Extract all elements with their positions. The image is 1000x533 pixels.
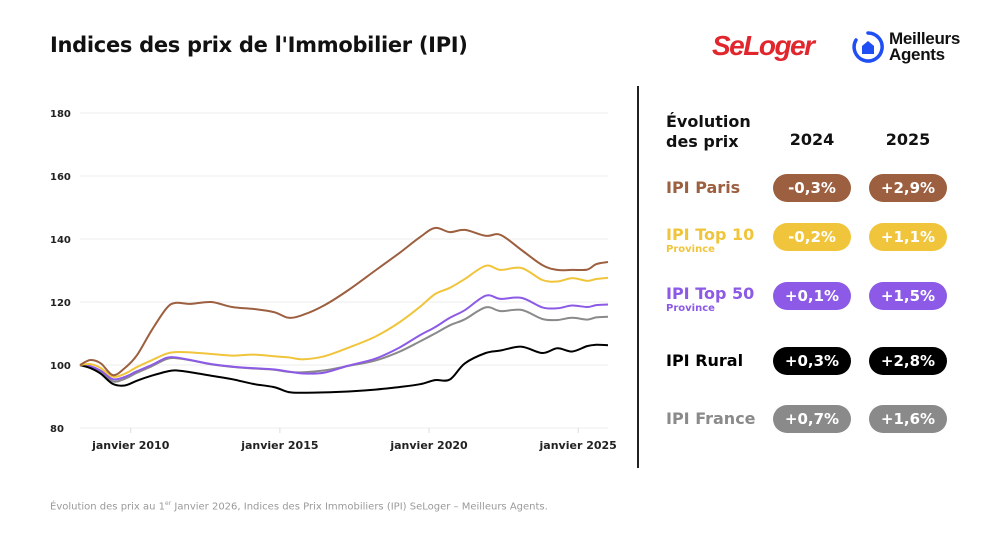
change-badge-2025: +1,1% bbox=[869, 223, 947, 251]
row-label: IPI France bbox=[666, 410, 756, 428]
logo-line-2: Agents bbox=[889, 45, 945, 64]
row-label-text: IPI Top 10 bbox=[666, 225, 755, 244]
y-tick-label: 180 bbox=[50, 109, 71, 120]
row-label: IPI Top 50 Province bbox=[666, 284, 755, 315]
change-badge-2024: +0,7% bbox=[773, 405, 851, 433]
series-line-ipi-rural bbox=[79, 343, 609, 394]
meilleurs-agents-logo: Meilleurs Agents bbox=[851, 30, 960, 64]
x-tick-label: janvier 2015 bbox=[240, 439, 318, 452]
row-label: IPI Paris bbox=[666, 179, 740, 197]
y-tick-label: 140 bbox=[50, 235, 71, 246]
year-header-2025: 2025 bbox=[885, 130, 931, 149]
footnote: Évolution des prix au 1er Janvier 2026, … bbox=[50, 500, 548, 513]
logo-line-1: Meilleurs bbox=[889, 29, 960, 48]
seloger-logo: SeLoger bbox=[712, 30, 815, 61]
change-badge-2025: +2,9% bbox=[869, 174, 947, 202]
change-badge-2025: +1,6% bbox=[869, 405, 947, 433]
y-tick-label: 160 bbox=[50, 172, 71, 183]
row-label-text: IPI Top 50 bbox=[666, 284, 755, 303]
grid bbox=[80, 112, 608, 429]
change-badge-2024: +0,3% bbox=[773, 347, 851, 375]
change-badge-2025: +2,8% bbox=[869, 347, 947, 375]
y-axis: 80 100 120 140 160 180 bbox=[50, 109, 71, 435]
row-sublabel: Province bbox=[666, 244, 715, 255]
panel-heading: Évolution des prix bbox=[666, 112, 751, 152]
panel-divider bbox=[637, 86, 639, 468]
series-line-ipi-top-50-province bbox=[79, 294, 609, 381]
year-header-2024: 2024 bbox=[789, 130, 835, 149]
panel-heading-line-2: des prix bbox=[666, 132, 739, 151]
row-label-text: IPI France bbox=[666, 409, 756, 428]
row-label: IPI Rural bbox=[666, 352, 743, 370]
row-label-text: IPI Paris bbox=[666, 178, 741, 197]
row-sublabel: Province bbox=[666, 303, 715, 314]
row-label-text: IPI Rural bbox=[666, 351, 744, 370]
change-badge-2024: -0,3% bbox=[773, 174, 851, 202]
house-circle-icon bbox=[852, 31, 884, 63]
series-line-ipi-top-10-province bbox=[79, 264, 609, 378]
change-badge-2025: +1,5% bbox=[869, 282, 947, 310]
change-badge-2024: -0,2% bbox=[773, 223, 851, 251]
y-tick-label: 120 bbox=[50, 298, 71, 309]
x-tick-label: janvier 2010 bbox=[91, 439, 170, 452]
x-axis: janvier 2010 janvier 2015 janvier 2020 janv… bbox=[91, 428, 617, 452]
x-tick-label: janvier 2020 bbox=[389, 439, 468, 452]
panel-heading-line-1: Évolution bbox=[666, 112, 751, 131]
series-lines bbox=[79, 226, 609, 394]
series-line-ipi-paris bbox=[79, 226, 609, 377]
y-tick-label: 80 bbox=[50, 424, 64, 435]
x-tick-label: janvier 2025 bbox=[539, 439, 617, 452]
page-title: Indices des prix de l'Immobilier (IPI) bbox=[50, 33, 468, 57]
series-line-ipi-france bbox=[79, 306, 609, 383]
y-tick-label: 100 bbox=[50, 361, 71, 372]
change-badge-2024: +0,1% bbox=[773, 282, 851, 310]
row-label: IPI Top 10 Province bbox=[666, 225, 755, 256]
